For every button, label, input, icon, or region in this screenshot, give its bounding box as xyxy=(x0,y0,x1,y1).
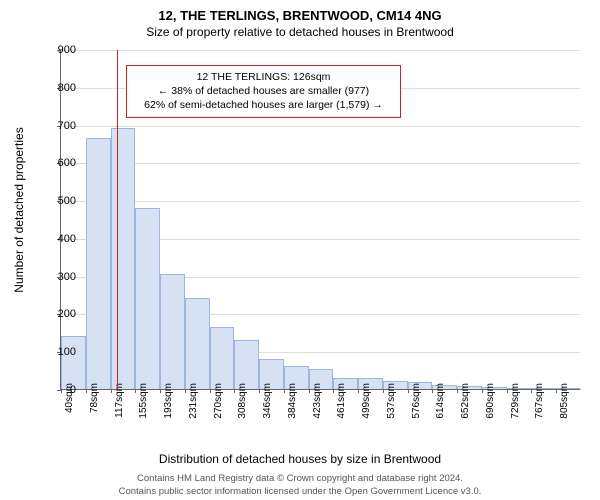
y-tick-label: 600 xyxy=(58,157,76,169)
chart-subtitle: Size of property relative to detached ho… xyxy=(0,23,600,39)
gridline xyxy=(61,163,580,164)
x-tick-mark xyxy=(135,389,136,393)
histogram-bar xyxy=(135,208,160,389)
histogram-bar xyxy=(210,327,235,389)
plot-region: 40sqm78sqm117sqm155sqm193sqm231sqm270sqm… xyxy=(60,50,580,390)
x-tick-label: 346sqm xyxy=(262,383,273,419)
x-tick-mark xyxy=(333,389,334,393)
gridline xyxy=(61,201,580,202)
y-tick-label: 500 xyxy=(58,195,76,207)
y-tick-label: 0 xyxy=(70,384,76,396)
x-tick-mark xyxy=(383,389,384,393)
y-tick-label: 800 xyxy=(58,82,76,94)
x-tick-label: 614sqm xyxy=(435,383,446,419)
x-tick-label: 499sqm xyxy=(361,383,372,419)
x-tick-mark xyxy=(160,389,161,393)
chart-area: 40sqm78sqm117sqm155sqm193sqm231sqm270sqm… xyxy=(60,50,580,420)
y-tick-label: 100 xyxy=(58,346,76,358)
x-axis-label: Distribution of detached houses by size … xyxy=(0,452,600,466)
x-tick-mark xyxy=(309,389,310,393)
y-tick-label: 900 xyxy=(58,44,76,56)
x-tick-label: 576sqm xyxy=(411,383,422,419)
chart-title: 12, THE TERLINGS, BRENTWOOD, CM14 4NG xyxy=(0,0,600,23)
x-tick-label: 423sqm xyxy=(312,383,323,419)
histogram-bar xyxy=(234,340,259,389)
gridline xyxy=(61,126,580,127)
x-tick-label: 270sqm xyxy=(213,383,224,419)
x-tick-label: 652sqm xyxy=(460,383,471,419)
y-tick-label: 700 xyxy=(58,120,76,132)
x-tick-mark xyxy=(408,389,409,393)
x-tick-mark xyxy=(234,389,235,393)
x-tick-mark xyxy=(556,389,557,393)
footer: Contains HM Land Registry data © Crown c… xyxy=(0,473,600,498)
x-tick-mark xyxy=(210,389,211,393)
callout-box: 12 THE TERLINGS: 126sqm← 38% of detached… xyxy=(126,65,401,118)
x-tick-label: 461sqm xyxy=(336,383,347,419)
callout-line3: 62% of semi-detached houses are larger (… xyxy=(133,98,394,112)
y-tick-label: 300 xyxy=(58,271,76,283)
histogram-bar xyxy=(61,336,86,389)
histogram-bar xyxy=(185,298,210,389)
x-tick-mark xyxy=(457,389,458,393)
x-tick-mark xyxy=(284,389,285,393)
y-tick-label: 200 xyxy=(58,308,76,320)
x-tick-label: 231sqm xyxy=(188,383,199,419)
x-tick-label: 308sqm xyxy=(237,383,248,419)
x-tick-label: 767sqm xyxy=(534,383,545,419)
callout-line2: ← 38% of detached houses are smaller (97… xyxy=(133,84,394,98)
x-tick-mark xyxy=(358,389,359,393)
callout-line1: 12 THE TERLINGS: 126sqm xyxy=(133,70,394,84)
x-tick-label: 537sqm xyxy=(386,383,397,419)
y-axis-label: Number of detached properties xyxy=(12,127,26,292)
x-tick-label: 78sqm xyxy=(89,383,100,413)
footer-line2: Contains public sector information licen… xyxy=(0,486,600,498)
x-tick-mark xyxy=(531,389,532,393)
histogram-bar xyxy=(111,128,136,389)
x-tick-label: 384sqm xyxy=(287,383,298,419)
x-tick-mark xyxy=(259,389,260,393)
x-tick-label: 117sqm xyxy=(114,383,125,418)
x-tick-mark xyxy=(185,389,186,393)
y-tick-label: 400 xyxy=(58,233,76,245)
x-tick-mark xyxy=(61,389,62,393)
x-tick-mark xyxy=(432,389,433,393)
footer-line1: Contains HM Land Registry data © Crown c… xyxy=(0,473,600,485)
marker-line xyxy=(117,50,118,389)
x-tick-label: 805sqm xyxy=(559,383,570,419)
x-tick-label: 155sqm xyxy=(138,383,149,419)
histogram-bar xyxy=(160,274,185,389)
x-tick-mark xyxy=(482,389,483,393)
x-tick-label: 193sqm xyxy=(163,383,174,419)
gridline xyxy=(61,50,580,51)
x-tick-label: 729sqm xyxy=(510,383,521,419)
x-tick-mark xyxy=(111,389,112,393)
x-tick-mark xyxy=(86,389,87,393)
x-tick-mark xyxy=(507,389,508,393)
histogram-bar xyxy=(86,138,111,389)
x-tick-label: 690sqm xyxy=(485,383,496,419)
